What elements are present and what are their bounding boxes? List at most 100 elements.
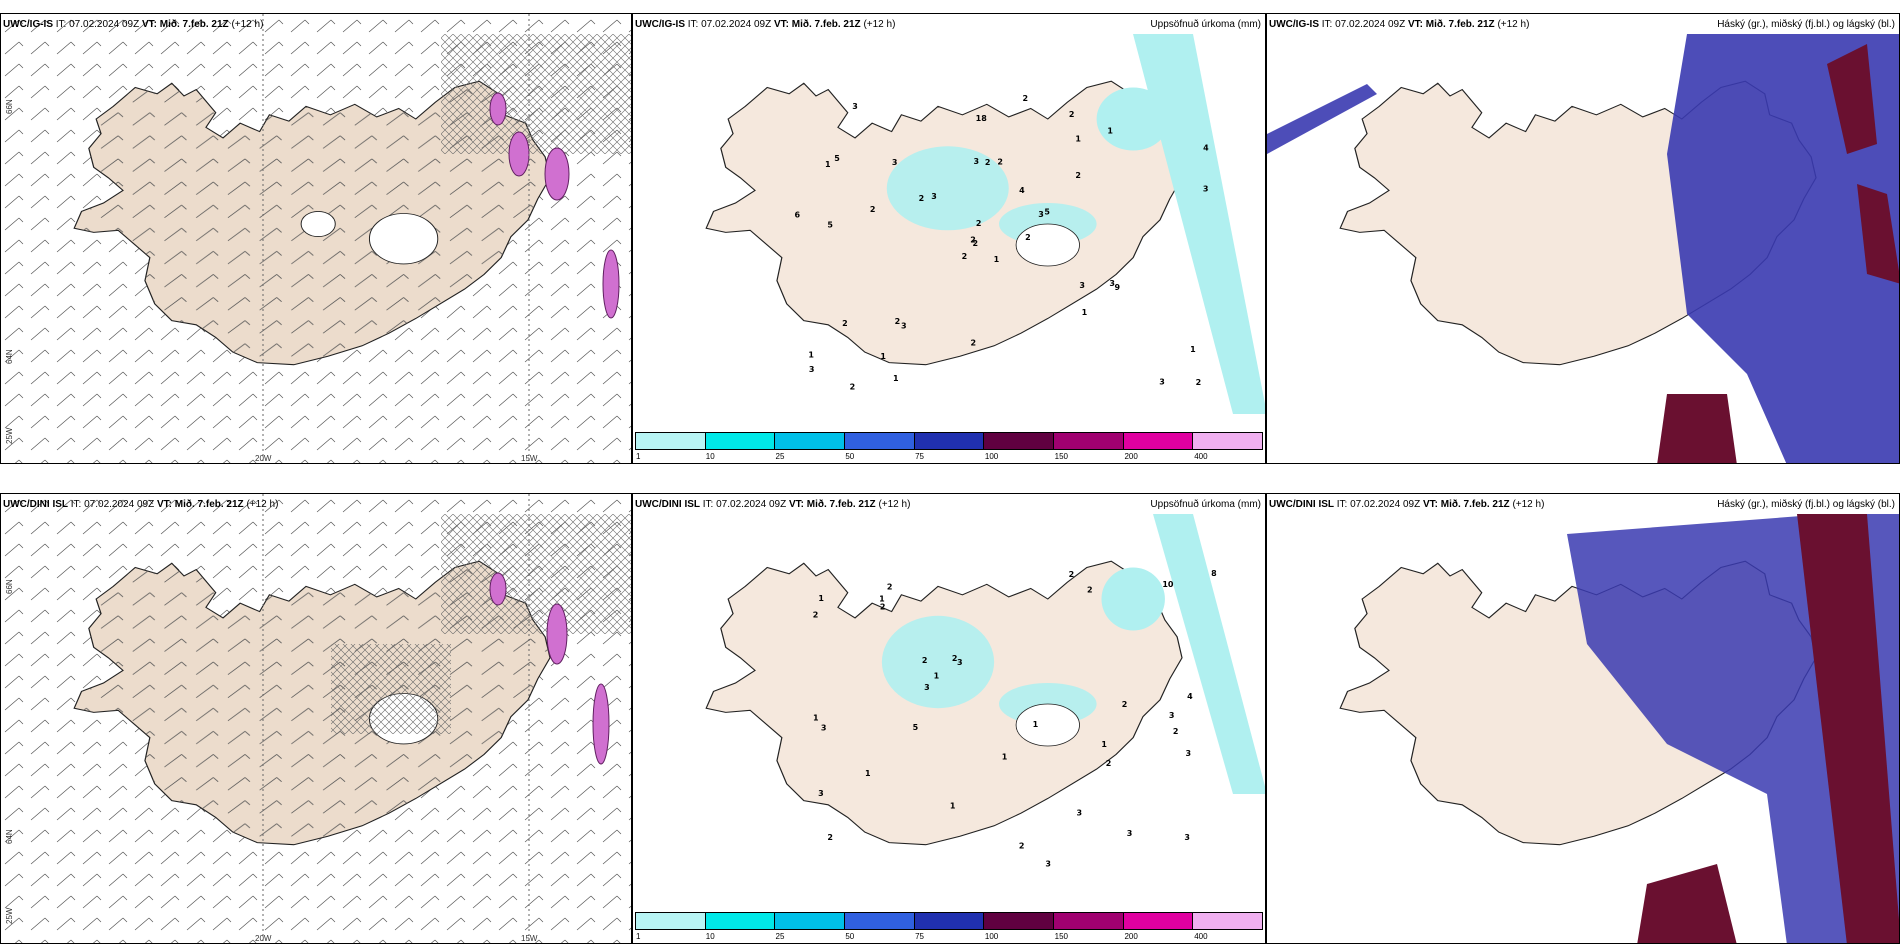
precip-amount-label: 2 — [985, 158, 991, 167]
lat-label-64: 64N — [5, 349, 14, 364]
precip-amount-label: 3 — [1038, 210, 1044, 219]
precip-amount-label: 5 — [1044, 208, 1050, 217]
precip-amount-label: 9 — [1115, 283, 1121, 292]
precip-amount-label: 3 — [809, 365, 815, 374]
legend-swatch — [636, 433, 706, 449]
wind-map — [1, 14, 631, 463]
precip-amount-label: 2 — [972, 239, 978, 248]
precip-amount-label: 1 — [893, 374, 899, 383]
panel-title: UWC/DINI ISL IT: 07.02.2024 09Z VT: Mið.… — [635, 499, 911, 510]
precip-amount-label: 2 — [1196, 378, 1202, 387]
precip-amount-label: 3 — [924, 683, 930, 692]
precip-amount-label: 3 — [852, 102, 858, 111]
precip-amount-label: 4 — [1019, 186, 1025, 195]
legend-tick: 1 — [636, 452, 641, 461]
precip-amount-label: 1 — [1002, 753, 1008, 762]
legend-swatch — [984, 913, 1055, 929]
precip-legend — [635, 432, 1263, 450]
precip-amount-label: 3 — [821, 724, 827, 733]
precip-amount-label: 3 — [901, 321, 907, 330]
precip-amount-label: 2 — [1025, 233, 1031, 242]
legend-tick: 25 — [775, 932, 785, 941]
legend-swatch — [636, 913, 706, 929]
precip-amount-label: 2 — [1069, 110, 1075, 119]
precip-amount-label: 2 — [1023, 94, 1029, 103]
lon-label-15: 15W — [521, 934, 538, 943]
precip-amount-label: 1 — [879, 594, 885, 603]
legend-swatch — [1054, 433, 1124, 449]
legend-swatch — [705, 913, 776, 929]
legend-swatch — [1193, 433, 1263, 449]
precip-amount-label: 5 — [834, 154, 840, 163]
precip-amount-label: 2 — [962, 252, 968, 261]
precip-amount-label: 1 — [1075, 134, 1081, 143]
precip-amount-label: 1 — [818, 594, 824, 603]
legend-tick: 25 — [775, 452, 785, 461]
precip-amount-label: 2 — [1173, 727, 1179, 736]
precip-amount-label: 10 — [1162, 580, 1174, 589]
legend-tick: 150 — [1054, 932, 1069, 941]
panel-title: UWC/DINI ISL IT: 07.02.2024 09Z VT: Mið.… — [3, 499, 279, 510]
panel-title: UWC/DINI ISL IT: 07.02.2024 09Z VT: Mið.… — [1269, 499, 1545, 510]
lon-label-20: 20W — [255, 454, 272, 463]
precip-amount-label: 3 — [1127, 829, 1133, 838]
legend-tick: 100 — [984, 452, 999, 461]
precip-amount-label: 1 — [825, 160, 831, 169]
precip-amount-label: 1 — [865, 769, 871, 778]
legend-tick: 150 — [1054, 452, 1069, 461]
legend-tick: 200 — [1124, 452, 1138, 461]
cloud-panel-bottom: UWC/DINI ISL IT: 07.02.2024 09Z VT: Mið.… — [1266, 493, 1900, 944]
precip-amount-label: 3 — [1159, 378, 1165, 387]
cloud-map — [1339, 514, 1899, 943]
legend-swatch — [1193, 913, 1263, 929]
legend-tick: 50 — [845, 932, 855, 941]
legend-swatch — [775, 913, 846, 929]
lat-label-25: 25W — [5, 907, 14, 924]
precip-amount-label: 4 — [1187, 692, 1193, 701]
legend-swatch — [1123, 433, 1194, 449]
legend-tick: 400 — [1194, 452, 1208, 461]
precip-amount-label: 2 — [1075, 171, 1081, 180]
precip-amount-label: 2 — [1069, 570, 1075, 579]
legend-swatch — [705, 433, 776, 449]
precip-title: Uppsöfnuð úrkoma (mm) — [1150, 19, 1261, 30]
precip-amount-label: 2 — [880, 603, 886, 612]
panel-title: UWC/IG-IS IT: 07.02.2024 09Z VT: Mið. 7.… — [1269, 19, 1530, 30]
cloud-map — [1267, 34, 1899, 463]
precip-amount-label: 3 — [957, 658, 963, 667]
wind-panel-top: UWC/IG-IS IT: 07.02.2024 09Z VT: Mið. 7.… — [0, 13, 632, 464]
precip-amount-label: 1 — [813, 714, 819, 723]
precip-amount-label: 1 — [1101, 740, 1107, 749]
precip-amount-label: 3 — [1169, 711, 1175, 720]
legend-swatch — [984, 433, 1055, 449]
precip-amount-label: 2 — [922, 656, 928, 665]
precip-amount-label: 2 — [813, 611, 819, 620]
legend-tick: 200 — [1124, 932, 1138, 941]
precip-amount-label: 1 — [1107, 127, 1113, 136]
lat-label-66: 66N — [5, 579, 14, 594]
precip-amount-label: 4 — [1203, 144, 1209, 153]
panel-title: UWC/IG-IS IT: 07.02.2024 09Z VT: Mið. 7.… — [635, 19, 896, 30]
precip-amount-label: 2 — [1106, 759, 1112, 768]
legend-tick: 10 — [705, 932, 715, 941]
precip-amount-label: 2 — [1087, 586, 1093, 595]
legend-swatch — [845, 913, 915, 929]
legend-tick: 75 — [915, 932, 925, 941]
precip-amount-label: 2 — [970, 236, 976, 245]
cloud-title: Háský (gr.), miðský (fj.bl.) og lágský (… — [1717, 19, 1895, 30]
precip-map: 1121332212325422234233125951863322231231… — [705, 34, 1265, 414]
legend-tick: 100 — [984, 932, 999, 941]
precip-amount-label: 3 — [1109, 279, 1115, 288]
precip-amount-label: 5 — [913, 723, 919, 732]
precip-amount-label: 2 — [850, 383, 856, 392]
precip-amount-label: 1 — [1033, 720, 1039, 729]
precip-amount-label: 3 — [974, 157, 980, 166]
precip-amount-label: 3 — [1184, 833, 1190, 842]
precip-amount-label: 5 — [827, 220, 833, 229]
precip-amount-label: 8 — [1211, 569, 1217, 578]
precip-amount-label: 3 — [1079, 281, 1085, 290]
legend-swatch — [914, 913, 985, 929]
wind-panel-bottom: UWC/DINI ISL IT: 07.02.2024 09Z VT: Mið.… — [0, 493, 632, 944]
precip-amount-label: 2 — [895, 317, 901, 326]
